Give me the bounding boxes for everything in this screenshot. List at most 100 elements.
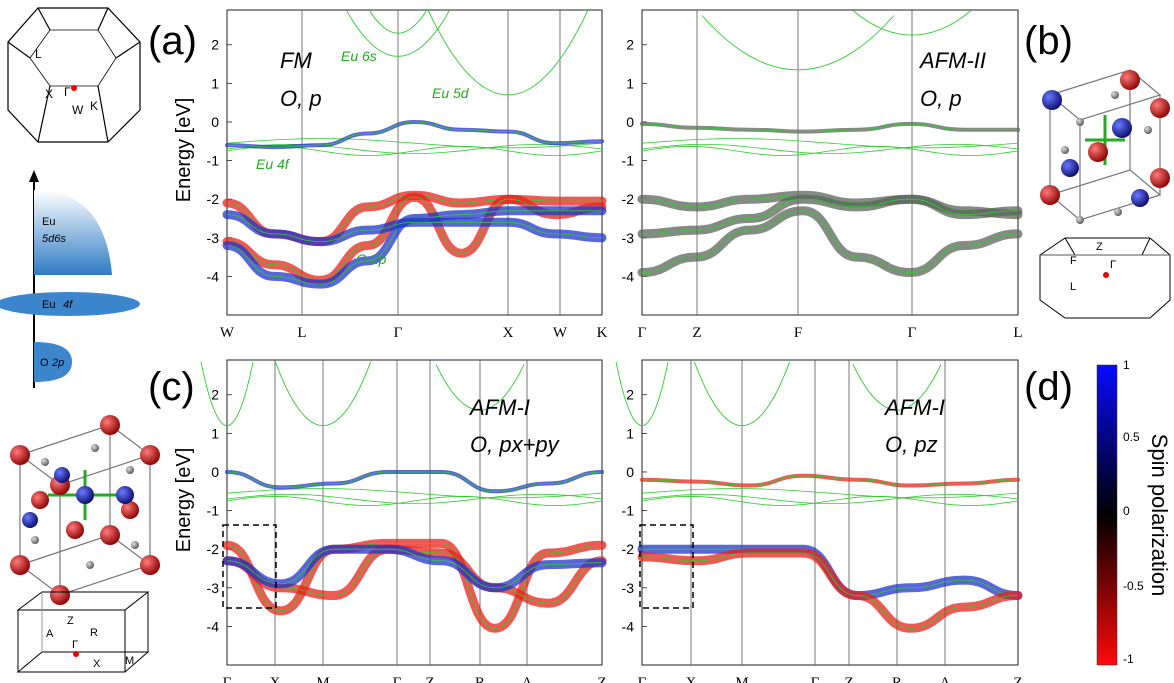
ytick-label: -2: [207, 541, 220, 557]
panel-c: 2 1 0 -1 -2 -3 -4 Γ X M Γ Z R A Z: [200, 359, 607, 683]
eu-4f-line: [226, 488, 603, 499]
ytick-label: 0: [211, 464, 219, 480]
dos-sublabel-2p: 2p: [51, 357, 64, 369]
title-a-line2: O, p: [280, 86, 322, 111]
ytick-label: -2: [622, 191, 635, 207]
xtick-label: Γ: [394, 325, 403, 341]
xtick-label: F: [794, 325, 802, 341]
panel-label-c: (c): [148, 365, 195, 409]
title-b-line2: O, p: [920, 86, 962, 111]
xtick-label: X: [686, 675, 697, 683]
band-center-line: [226, 121, 603, 148]
ytick-label: 2: [626, 387, 634, 403]
gamma-point-icon: [73, 651, 79, 657]
xtick-label: W: [553, 325, 568, 341]
dos-schematic: [0, 170, 140, 388]
conduction-band: [853, 10, 971, 36]
eu-4f-line: [641, 488, 1019, 499]
xtick-label: Γ: [638, 675, 647, 683]
bz-fcc-L: L: [35, 47, 42, 61]
dos-label-o-2p: O: [40, 357, 49, 369]
xtick-label: X: [503, 325, 514, 341]
xtick-label: R: [892, 675, 902, 683]
conduction-band: [701, 15, 895, 71]
colorbar-tick-0: 0: [1123, 504, 1130, 518]
band-center-line: [641, 123, 1018, 133]
bz-tetragonal-diagram: [16, 591, 150, 673]
bz-rhomb-Z: Z: [1096, 241, 1103, 253]
ytick-label: -3: [622, 580, 635, 596]
panel-label-d: (d): [1024, 365, 1073, 409]
ytick-label: -3: [622, 230, 635, 246]
band-structure-plots: 2 1 0 -1 -2 -3 -4 W L Γ X W K 2 1 0 -1 -2 -3 -4 Γ Z F Γ L 2 1 0 -1 -2…: [200, 8, 1023, 683]
xtick-label: Z: [597, 675, 606, 683]
panel-d: 2 1 0 -1 -2 -3 -4 Γ X M Γ Z R A Z: [615, 359, 1023, 683]
conduction-band: [852, 364, 942, 411]
band-center-line: [226, 471, 603, 492]
band-center-line: [641, 198, 1019, 235]
bz-tet-M: M: [125, 655, 134, 667]
energy-arrow-icon: [29, 170, 39, 182]
xtick-label: R: [475, 675, 485, 683]
ytick-label: 1: [626, 425, 634, 441]
bz-rhomb-L: L: [1070, 281, 1076, 293]
xtick-label: Γ: [908, 325, 917, 341]
ytick-label: 2: [211, 387, 219, 403]
xtick-label: M: [735, 675, 748, 683]
ytick-label: -4: [622, 268, 635, 284]
ytick-label: 1: [211, 425, 219, 441]
bz-rhomb-G: Γ: [1110, 259, 1116, 271]
band-blue-3: [222, 210, 607, 247]
xtick-label: W: [220, 325, 235, 341]
dos-sublabel-4f: 4f: [63, 299, 73, 311]
bz-fcc-X: X: [45, 87, 53, 101]
band-red-2: [640, 473, 1020, 488]
panel-label-b: (b): [1024, 19, 1073, 63]
conduction-band: [274, 361, 372, 427]
band-center-line: [226, 214, 603, 243]
eu-4f-line: [641, 144, 1019, 155]
ytick-label: -1: [622, 153, 635, 169]
ytick-label: -3: [207, 580, 220, 596]
panel-a: 2 1 0 -1 -2 -3 -4 W L Γ X W K: [207, 8, 608, 341]
xtick-label: Γ: [811, 675, 820, 683]
band-center-line: [641, 210, 1019, 273]
conduction-band: [435, 364, 525, 411]
eu-4f-line: [641, 145, 1019, 157]
annotation-o-2p: O 2p: [356, 251, 387, 267]
colorbar: [1096, 364, 1118, 666]
colorbar-tick-1: 1: [1123, 358, 1130, 372]
xtick-label: Z: [425, 675, 434, 683]
ytick-label: 0: [626, 114, 634, 130]
eu-4f-line: [226, 138, 603, 149]
ytick-label: 2: [211, 37, 219, 53]
eu-4f-line: [641, 495, 1019, 507]
xtick-label: X: [270, 675, 281, 683]
crystal-afm-ii: [1040, 69, 1170, 224]
highlight-box-d: [639, 524, 694, 609]
title-d-line2: O, pz: [885, 432, 938, 457]
colorbar-tick--0.5: -0.5: [1123, 579, 1144, 593]
colorbar-tick--1: -1: [1123, 652, 1134, 666]
annotation-eu-4f: Eu 4f: [256, 156, 291, 172]
plot-frame-a: [226, 9, 603, 316]
bz-fcc-W: W: [72, 103, 84, 117]
dos-label-eu-4f: Eu: [42, 299, 55, 311]
dos-eu-4f: [0, 292, 140, 316]
ytick-label: 2: [626, 37, 634, 53]
title-a-line1: FM: [280, 48, 312, 73]
ytick-label: 0: [211, 114, 219, 130]
ytick-label: -1: [622, 503, 635, 519]
ytick-label: -4: [622, 618, 635, 634]
bz-tet-X: X: [93, 658, 101, 670]
ytick-label: -4: [207, 618, 220, 634]
dos-label-eu-5d6s: Eu: [42, 216, 55, 228]
band-blue-3: [225, 470, 604, 494]
eu-4f-line: [641, 494, 1019, 505]
xtick-label: L: [1013, 325, 1022, 341]
plot-frame-d: [641, 359, 1019, 666]
xtick-label: Γ: [393, 675, 402, 683]
title-c-line2: O, px+py: [470, 432, 561, 457]
conduction-band: [368, 8, 428, 34]
